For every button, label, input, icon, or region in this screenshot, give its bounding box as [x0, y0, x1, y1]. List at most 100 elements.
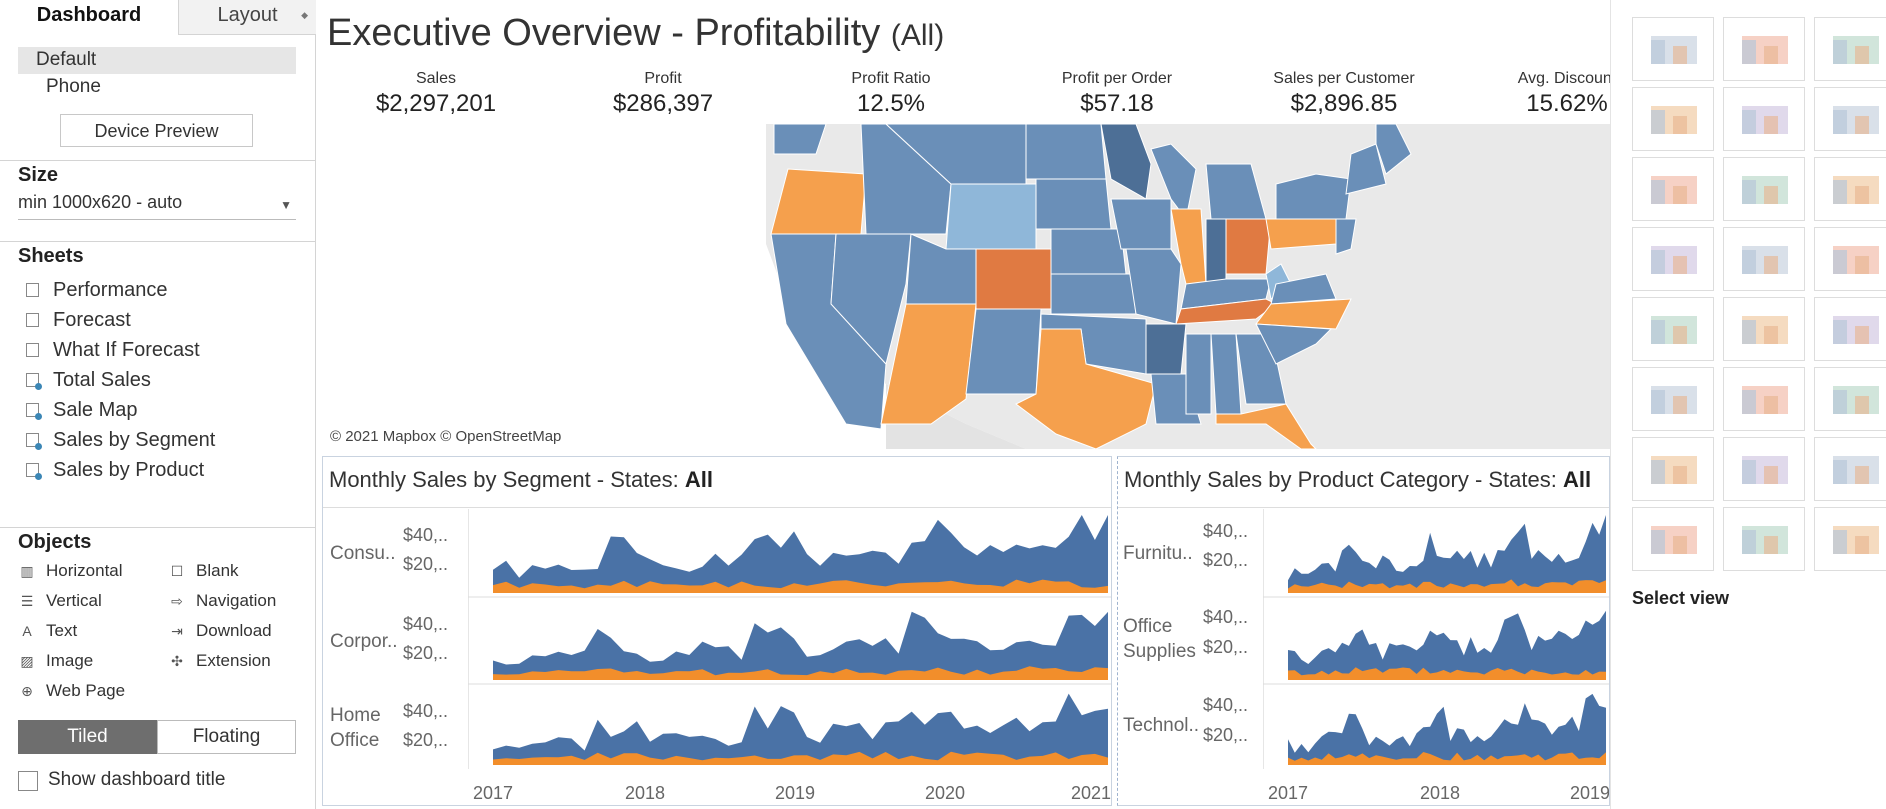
segment-area-charts[interactable] [468, 509, 1112, 769]
technology-area[interactable] [1288, 693, 1606, 765]
chart-type-histogram[interactable] [1723, 437, 1805, 501]
sale-map[interactable]: © 2021 Mapbox © OpenStreetMap [326, 124, 1610, 449]
sales-area[interactable] [1288, 515, 1606, 593]
chart-type-dual-lines[interactable] [1814, 297, 1886, 361]
show-title-checkbox[interactable] [18, 771, 38, 791]
corporate-area[interactable] [493, 611, 1108, 680]
state-south-dakota[interactable] [1035, 178, 1112, 230]
state-arkansas[interactable] [1145, 323, 1187, 375]
tab-scroll-icon[interactable]: ◆ [301, 10, 308, 20]
chart-type-horizontal-bars[interactable] [1632, 157, 1714, 221]
chart-type-line-discrete[interactable] [1723, 297, 1805, 361]
sheet-item-sales-by-product[interactable]: Sales by Product [26, 459, 204, 487]
state-new-jersey[interactable] [1335, 218, 1357, 255]
kpi-avg-discount[interactable]: Avg. Discount 15.62% [1467, 70, 1610, 118]
chart-type-area-continuous[interactable] [1632, 367, 1714, 431]
chart-type-filled-map[interactable] [1723, 87, 1805, 151]
object-image[interactable]: ▨ Image [18, 651, 93, 675]
kpi-sales-per-customer[interactable]: Sales per Customer $2,896.85 [1244, 70, 1444, 118]
segment-chart-panel[interactable]: Monthly Sales by Segment - States: All C… [322, 456, 1112, 806]
sales-area[interactable] [1288, 610, 1606, 680]
profit-area[interactable] [1288, 667, 1606, 680]
state-maine[interactable] [1375, 124, 1412, 175]
chart-type-stacked-bars[interactable] [1723, 157, 1805, 221]
state-colorado[interactable] [975, 248, 1052, 310]
profit-area[interactable] [1288, 752, 1606, 765]
chart-type-highlight-table[interactable] [1814, 17, 1886, 81]
chart-type-treemap[interactable] [1632, 227, 1714, 291]
kpi-profit-per-order[interactable]: Profit per Order $57.18 [1017, 70, 1217, 118]
office-supplies-area[interactable] [1288, 610, 1606, 680]
floating-toggle[interactable]: Floating [157, 720, 296, 754]
state-washington[interactable] [773, 124, 827, 155]
state-virginia[interactable] [1270, 273, 1337, 305]
state-florida[interactable] [1215, 403, 1317, 449]
kpi-profit[interactable]: Profit $286,397 [563, 70, 763, 118]
sales-area[interactable] [493, 515, 1108, 593]
object-extension[interactable]: ✣ Extension [168, 651, 271, 675]
state-north-dakota[interactable] [1025, 124, 1107, 180]
state-kansas[interactable] [1050, 273, 1137, 315]
state-mississippi[interactable] [1185, 333, 1212, 415]
state-oregon[interactable] [770, 168, 867, 235]
size-dropdown[interactable]: min 1000x620 - auto ▼ [18, 192, 296, 220]
kpi-profit-ratio[interactable]: Profit Ratio 12.5% [791, 70, 991, 118]
state-new-mexico[interactable] [965, 308, 1042, 395]
chart-type-text-table[interactable] [1632, 17, 1714, 81]
state-nebraska[interactable] [1050, 228, 1127, 275]
state-pennsylvania[interactable] [1265, 218, 1337, 250]
chart-type-side-by-side-circles[interactable] [1814, 227, 1886, 291]
device-preview-button[interactable]: Device Preview [60, 114, 253, 147]
chart-type-gantt-chart[interactable] [1632, 507, 1714, 571]
category-chart-panel[interactable]: Monthly Sales by Product Category - Stat… [1117, 456, 1610, 806]
kpi-sales[interactable]: Sales $2,297,201 [336, 70, 536, 118]
object-download[interactable]: ⇥ Download [168, 621, 271, 645]
chart-type-side-by-side-bars[interactable] [1814, 157, 1886, 221]
tab-layout[interactable]: Layout ◆ [178, 0, 316, 35]
chart-type-line-continuous[interactable] [1632, 297, 1714, 361]
chart-type-box-and-whisker[interactable] [1814, 437, 1886, 501]
chart-type-area-discrete[interactable] [1723, 367, 1805, 431]
sales-area[interactable] [493, 611, 1108, 680]
sheet-item-performance[interactable]: Performance [26, 279, 168, 307]
furniture-area[interactable] [1288, 515, 1606, 593]
profit-area[interactable] [1288, 579, 1606, 593]
state-wisconsin[interactable] [1150, 143, 1197, 221]
object-horizontal[interactable]: ▥ Horizontal [18, 561, 122, 585]
profit-area[interactable] [493, 579, 1108, 593]
object-web-page[interactable]: ⊕ Web Page [18, 681, 125, 705]
category-area-charts[interactable] [1263, 509, 1610, 769]
state-minnesota[interactable] [1100, 124, 1152, 200]
state-idaho[interactable] [860, 124, 952, 235]
profit-area[interactable] [493, 751, 1108, 765]
object-blank[interactable]: ☐ Blank [168, 561, 239, 585]
tab-dashboard[interactable]: Dashboard [0, 0, 178, 35]
consumer-area[interactable] [493, 515, 1108, 593]
chart-type-bullet-graph[interactable] [1723, 507, 1805, 571]
chart-type-pie-chart[interactable] [1814, 87, 1886, 151]
object-vertical[interactable]: ☰ Vertical [18, 591, 102, 615]
chart-type-packed-bubbles[interactable] [1814, 507, 1886, 571]
profit-area[interactable] [493, 666, 1108, 680]
state-new-england[interactable] [1345, 143, 1387, 195]
sheet-item-forecast[interactable]: Forecast [26, 309, 131, 337]
device-phone[interactable]: Phone [46, 76, 101, 97]
us-states-map[interactable] [326, 124, 1610, 449]
state-wyoming[interactable] [945, 183, 1037, 250]
state-north-carolina[interactable] [1255, 298, 1352, 330]
sales-area[interactable] [493, 693, 1108, 765]
state-indiana[interactable] [1205, 218, 1227, 285]
sheet-item-total-sales[interactable]: Total Sales [26, 369, 151, 397]
sheet-item-sales-by-segment[interactable]: Sales by Segment [26, 429, 215, 457]
home-office-area[interactable] [493, 693, 1108, 765]
state-ohio[interactable] [1225, 218, 1272, 275]
object-text[interactable]: A Text [18, 621, 77, 645]
object-navigation[interactable]: ⇨ Navigation [168, 591, 276, 615]
state-alabama[interactable] [1210, 333, 1242, 415]
tiled-toggle[interactable]: Tiled [18, 720, 157, 754]
state-south-carolina[interactable] [1255, 323, 1333, 365]
state-new-york[interactable] [1275, 173, 1352, 220]
state-arizona[interactable] [880, 303, 977, 425]
chart-type-scatter-plot[interactable] [1632, 437, 1714, 501]
chart-type-dual-combination[interactable] [1814, 367, 1886, 431]
